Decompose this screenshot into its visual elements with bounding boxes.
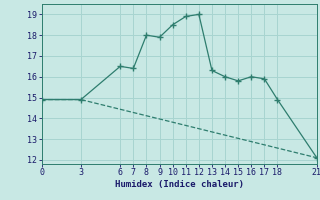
- X-axis label: Humidex (Indice chaleur): Humidex (Indice chaleur): [115, 180, 244, 189]
